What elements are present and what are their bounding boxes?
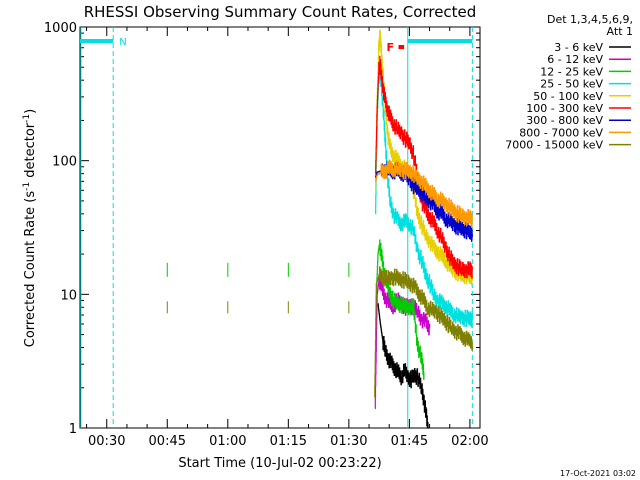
series-line: [375, 55, 473, 279]
legend-label: 12 - 25 keV: [540, 65, 603, 78]
y-axis-label-suffix: ): [23, 109, 38, 114]
legend-label: 800 - 7000 keV: [519, 126, 603, 139]
y-tick-label: 1000: [44, 21, 77, 36]
plot-area: 1 10 100 1000 00:30 00:45 01:00 01:15 01:30 01:45…: [44, 21, 489, 449]
series-line: [375, 65, 473, 328]
x-tick-label: 00:30: [88, 434, 125, 449]
x-tick-label: 02:00: [451, 434, 488, 449]
y-axis-label-prefix: Corrected Count Rate (s: [23, 191, 38, 348]
series-4: [375, 29, 473, 286]
series-7: [375, 159, 473, 227]
legend-label: 100 - 300 keV: [526, 102, 603, 115]
legend-label: 3 - 6 keV: [554, 41, 603, 54]
series-8: [374, 266, 473, 398]
x-tick-label: 00:45: [149, 434, 186, 449]
night-label: N: [119, 37, 126, 48]
legend-label: 7000 - 15000 keV: [505, 139, 603, 152]
chart-title: RHESSI Observing Summary Count Rates, Co…: [84, 3, 477, 21]
y-axis-label-mid: detector: [23, 122, 38, 182]
x-tick-label: 01:30: [330, 434, 367, 449]
series-2: [375, 239, 425, 380]
legend-header-attenuator: Att 1: [607, 25, 633, 38]
series-3: [375, 65, 473, 328]
series-line: [375, 29, 473, 286]
y-tick-label: 10: [60, 288, 77, 303]
series-5: [375, 55, 473, 279]
legend-label: 50 - 100 keV: [533, 90, 603, 103]
plot-frame: [79, 26, 481, 429]
y-axis-label-sup2: -1: [22, 114, 32, 123]
x-tick-label: 01:15: [270, 434, 307, 449]
y-axis-label-sup: -1: [22, 182, 32, 191]
x-axis-label: Start Time (10-Jul-02 00:23:22): [178, 456, 381, 471]
y-tick-label: 1: [69, 422, 77, 437]
series-line: [375, 239, 425, 380]
series-line: [375, 159, 473, 227]
x-tick-label: 01:45: [391, 434, 428, 449]
legend-header-detectors: Det 1,3,4,5,6,9,: [547, 13, 633, 26]
timestamp: 17-Oct-2021 03:02: [560, 469, 636, 478]
legend-label: 6 - 12 keV: [547, 53, 603, 66]
flare-label: F: [386, 41, 394, 54]
series-line: [374, 266, 473, 398]
x-tick-label: 01:00: [209, 434, 246, 449]
y-axis-label: Corrected Count Rate (s-1 detector-1): [22, 109, 38, 347]
series-line: [377, 303, 429, 429]
y-tick-label: 100: [52, 155, 77, 170]
legend-label: 25 - 50 keV: [540, 78, 603, 91]
legend-label: 300 - 800 keV: [526, 114, 603, 127]
series-0: [377, 303, 429, 429]
